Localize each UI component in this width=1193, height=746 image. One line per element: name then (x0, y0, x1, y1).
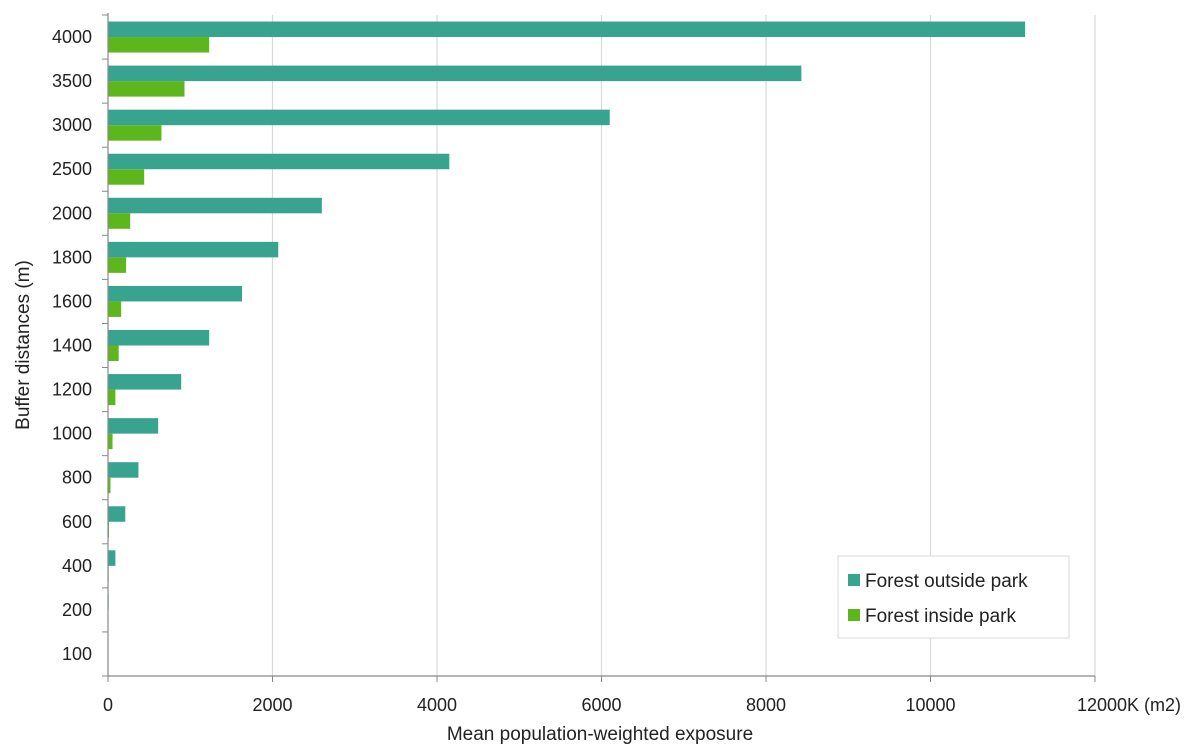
x-tick-label: 2000 (252, 695, 292, 715)
bar-inside-1800 (108, 257, 127, 273)
bar-inside-1600 (108, 301, 122, 317)
y-tick-label: 1600 (52, 291, 92, 311)
bar-outside-800 (108, 462, 139, 478)
axes (102, 13, 1096, 682)
legend-label-forest-inside: Forest inside park (865, 606, 1017, 627)
bar-outside-4000 (108, 21, 1026, 38)
legend-label-forest-outside: Forest outside park (865, 571, 1028, 592)
y-tick-label: 2500 (52, 159, 92, 179)
y-tick-label: 4000 (52, 27, 92, 47)
bar-inside-3000 (108, 125, 162, 141)
bar-outside-1200 (108, 374, 182, 390)
y-tick-label: 1000 (52, 424, 92, 444)
x-tick-label: 12000K (m2) (1077, 695, 1181, 715)
bar-outside-1600 (108, 285, 243, 302)
y-tick-label: 400 (62, 556, 92, 576)
y-tick-label: 1800 (52, 247, 92, 267)
bars (108, 21, 1026, 654)
y-tick-label: 1200 (52, 380, 92, 400)
bar-inside-1200 (108, 389, 116, 406)
bar-outside-3000 (108, 109, 610, 126)
y-tick-label: 600 (62, 512, 92, 532)
x-tick-label: 8000 (746, 695, 786, 715)
bar-outside-2500 (108, 153, 450, 170)
legend-box (837, 555, 1070, 639)
bar-inside-1400 (108, 345, 119, 361)
x-tick-label: 6000 (581, 695, 621, 715)
bar-outside-600 (108, 506, 126, 522)
y-tick-labels: 100 200 400 600 800 1000 1200 1400 1600 1800 2000 2… (52, 27, 92, 664)
bar-outside-2000 (108, 197, 322, 214)
bar-inside-1000 (108, 433, 113, 450)
bar-outside-400 (108, 550, 116, 566)
legend: Forest outside park Forest inside park (837, 555, 1070, 639)
y-tick-label: 3500 (52, 71, 92, 91)
bar-inside-4000 (108, 37, 210, 53)
y-tick-label: 1400 (52, 336, 92, 356)
legend-swatch-forest-outside (848, 574, 860, 586)
y-tick-label: 200 (62, 600, 92, 620)
x-axis-title: Mean population-weighted exposure (447, 724, 753, 745)
x-tick-label: 0 (103, 695, 113, 715)
bar-inside-2000 (108, 213, 131, 229)
bar-outside-1400 (108, 330, 210, 346)
x-tick-labels: 0 2000 4000 6000 8000 10000 12000K (m2) (103, 695, 1181, 715)
bar-outside-1000 (108, 418, 159, 434)
bar-inside-3500 (108, 81, 185, 97)
x-tick-label: 4000 (417, 695, 457, 715)
y-tick-label: 800 (62, 468, 92, 488)
bar-inside-2500 (108, 169, 145, 185)
y-axis-title: Buffer distances (m) (13, 260, 34, 430)
x-tick-label: 10000 (905, 695, 955, 715)
bar-inside-800 (108, 477, 111, 494)
bar-outside-1800 (108, 241, 279, 258)
y-tick-label: 100 (62, 644, 92, 664)
legend-swatch-forest-inside (848, 609, 860, 621)
y-tick-label: 3000 (52, 115, 92, 135)
y-tick-label: 2000 (52, 203, 92, 223)
bar-outside-3500 (108, 65, 802, 82)
